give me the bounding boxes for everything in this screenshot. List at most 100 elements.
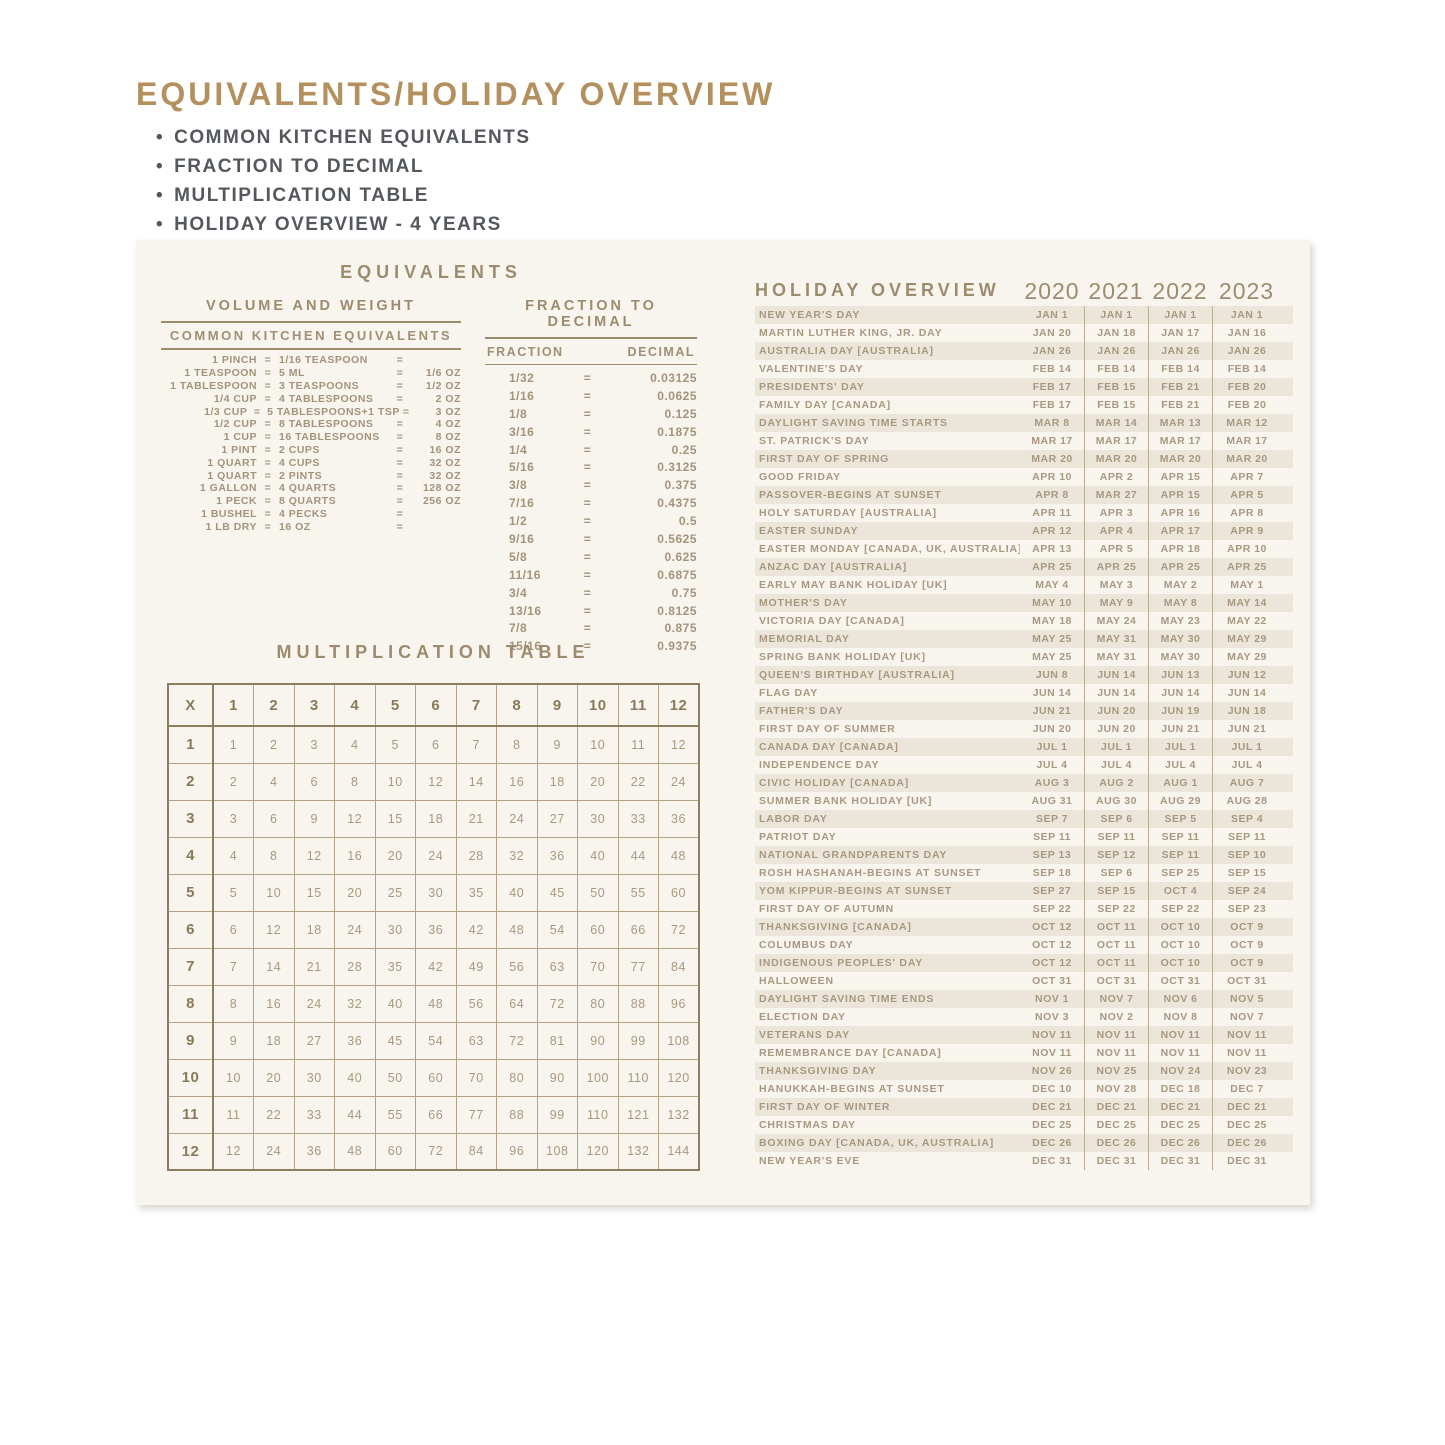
holiday-date: OCT 10 [1148,936,1212,954]
multiplication-cell: 110 [577,1095,619,1134]
equivalent-row: 1 PINT = 2 CUPS = 16 OZ [161,444,461,457]
kitchen-equivalents-rows: 1 PINCH = 1/16 TEASPOON = 1 TEASPOON = 5 ML = 1/… [161,354,461,533]
multiplication-row-header: 8 [167,984,214,1023]
equals-sign: = [583,603,592,618]
holiday-row: NEW YEAR'S EVE DEC 31 DEC 31 DEC 31 DEC 31 [755,1152,1293,1170]
multiplication-cell: 81 [536,1021,578,1060]
holiday-row: NATIONAL GRANDPARENTS DAY SEP 13 SEP 12 SEP… [755,846,1293,864]
holiday-row: QUEEN'S BIRTHDAY [AUSTRALIA] JUN 8 JUN 14 J… [755,666,1293,684]
fraction-value: 7/16 [509,496,535,511]
fraction-row: 1/2 = 0.5 [485,512,697,530]
multiplication-cell: 36 [293,1132,335,1171]
multiplication-column-header: 10 [577,683,619,727]
multiplication-cell: 72 [658,910,700,949]
multiplication-row-header: 4 [167,836,214,875]
multiplication-cell: 54 [536,910,578,949]
decimal-value: 0.8125 [657,603,697,618]
holiday-date: JUL 4 [1084,756,1148,774]
holiday-date: AUG 29 [1148,792,1212,810]
multiplication-cell: 5 [212,873,254,912]
holiday-name: HALLOWEEN [759,975,834,987]
holiday-date: SEP 4 [1212,810,1293,828]
holiday-date: OCT 11 [1084,918,1148,936]
holiday-date: MAY 9 [1084,594,1148,612]
holiday-date: NOV 28 [1084,1080,1148,1098]
multiplication-cell: 72 [415,1132,457,1171]
holiday-date: APR 11 [1032,507,1072,519]
multiplication-cell: 42 [415,947,457,986]
multiplication-cell: 15 [293,873,335,912]
holiday-row: FIRST DAY OF WINTER DEC 21 DEC 21 DEC 21 DEC… [755,1098,1293,1116]
holiday-date: APR 25 [1148,558,1212,576]
holiday-date: APR 5 [1084,540,1148,558]
equals-sign: = [396,367,404,380]
multiplication-cell: 24 [293,984,335,1023]
holiday-date: MAY 25 [1032,651,1072,663]
multiplication-cell: 45 [374,1021,416,1060]
multiplication-column-header: 12 [658,683,700,727]
equals-sign: = [583,370,592,385]
holiday-date: MAY 1 [1212,576,1293,594]
multiplication-cell: 50 [374,1058,416,1097]
equivalent-value: 3 TEASPOONS [279,379,360,392]
equivalent-amount: 1 QUART [207,456,257,469]
holiday-date: MAR 8 [1034,417,1070,429]
holiday-date: MAR 14 [1084,414,1148,432]
holiday-date: MAR 20 [1084,450,1148,468]
holiday-row: HOLY SATURDAY [AUSTRALIA] APR 11 APR 3 APR … [755,504,1293,522]
multiplication-cell: 9 [212,1021,254,1060]
equivalent-value: 5 ML [279,367,305,380]
holiday-date: DEC 21 [1032,1101,1072,1113]
holiday-date: OCT 31 [1212,972,1293,990]
equals-sign: = [583,621,592,636]
equals-sign: = [396,443,404,456]
multiplication-cell: 21 [455,799,497,838]
holiday-rows: NEW YEAR'S DAY JAN 1 JAN 1 JAN 1 JAN 1 MARTIN… [755,306,1293,1170]
holiday-row: FIRST DAY OF SPRING MAR 20 MAR 20 MAR 20 MAR… [755,450,1293,468]
holiday-date: SEP 15 [1084,882,1148,900]
equals-sign: = [583,442,592,457]
multiplication-cell: 90 [536,1058,578,1097]
holiday-date: JUN 20 [1084,720,1148,738]
fraction-row: 5/16 = 0.3125 [485,458,697,476]
multiplication-cell: 7 [212,947,254,986]
equivalent-ounces: 8 OZ [435,431,461,444]
decimal-value: 0.03125 [650,370,697,385]
multiplication-column-header: 2 [253,683,295,727]
multiplication-cell: 49 [455,947,497,986]
equivalent-amount: 1 CUP [223,431,257,444]
holiday-name: EARLY MAY BANK HOLIDAY [UK] [759,579,948,591]
multiplication-cell: 14 [253,947,295,986]
holiday-date: NOV 11 [1148,1026,1212,1044]
multiplication-cell: 11 [617,725,659,764]
equivalent-ounces: 256 OZ [422,495,461,508]
bullet-dot-icon: • [156,214,165,235]
equals-sign: = [264,443,272,456]
holiday-date: JUN 14 [1084,666,1148,684]
multiplication-cell: 84 [658,947,700,986]
multiplication-table: X 1 2 3 4 5 6 7 8 9 10 11 12 1 1 2 3 4 5 6 7 8 9 10 11 12 2 2 4 6 8 10 1… [167,683,700,1171]
fraction-row: 3/8 = 0.375 [485,476,697,494]
holiday-date: MAY 30 [1148,630,1212,648]
holiday-date: JUL 1 [1036,741,1068,753]
holiday-date: MAY 2 [1148,576,1212,594]
equivalent-value: 4 PECKS [279,507,328,520]
multiplication-cell: 77 [455,1095,497,1134]
holiday-date: JUN 20 [1032,723,1072,735]
holiday-date: FEB 20 [1212,396,1293,414]
multiplication-cell: 60 [415,1058,457,1097]
holiday-name: GOOD FRIDAY [759,471,841,483]
fraction-row: 15/16 = 0.9375 [485,637,697,655]
holiday-row: CHRISTMAS DAY DEC 25 DEC 25 DEC 25 DEC 25 [755,1116,1293,1134]
holiday-date: DEC 31 [1148,1152,1212,1170]
equals-sign: = [253,405,261,418]
holiday-date: APR 10 [1032,471,1072,483]
multiplication-cell: 27 [536,799,578,838]
holiday-row: AUSTRALIA DAY [AUSTRALIA] JAN 26 JAN 26 JAN… [755,342,1293,360]
equivalent-value: 16 TABLESPOONS [279,431,380,444]
multiplication-row: 2 2 4 6 8 10 12 14 16 18 20 22 24 [167,762,700,801]
holiday-date: AUG 31 [1031,795,1073,807]
holiday-row: FIRST DAY OF SUMMER JUN 20 JUN 20 JUN 21 JUN… [755,720,1293,738]
multiplication-row: 4 4 8 12 16 20 24 28 32 36 40 44 48 [167,836,700,875]
multiplication-row-header: 2 [167,762,214,801]
